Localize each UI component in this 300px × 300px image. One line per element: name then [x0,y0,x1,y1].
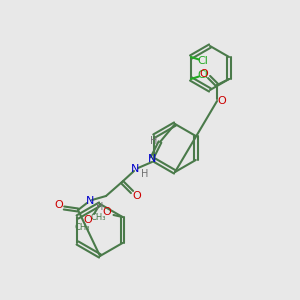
Text: N: N [86,196,94,206]
Text: O: O [218,96,226,106]
Text: H: H [96,202,104,212]
Text: Cl: Cl [197,56,208,66]
Text: O: O [200,69,208,79]
Text: CH₃: CH₃ [74,224,90,232]
Text: H: H [150,136,158,146]
Text: N: N [148,154,156,164]
Text: O: O [102,207,111,217]
Text: O: O [133,191,141,201]
Text: N: N [131,164,139,174]
Text: O: O [55,200,63,210]
Text: CH₃: CH₃ [91,214,106,223]
Text: H: H [141,169,149,179]
Text: O: O [84,215,92,225]
Text: Cl: Cl [197,70,208,80]
